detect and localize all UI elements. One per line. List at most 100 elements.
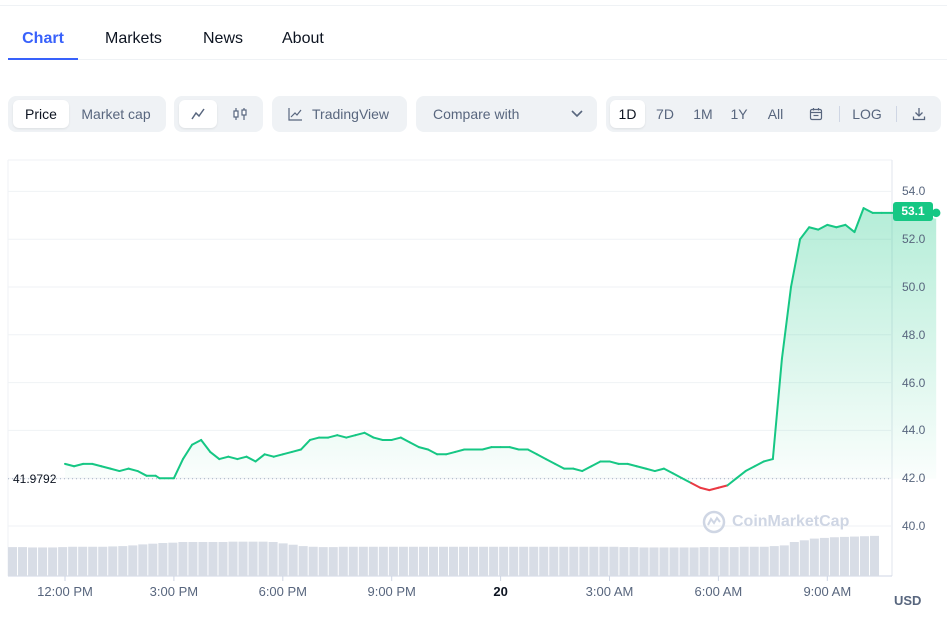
price-line-segment xyxy=(508,446,520,451)
price-line-segment xyxy=(136,470,148,477)
price-line-segment xyxy=(100,465,112,470)
volume-bar xyxy=(198,542,208,576)
price-line-segment xyxy=(336,434,348,439)
volume-bar xyxy=(589,546,599,576)
volume-bar xyxy=(328,547,338,576)
price-line-segment xyxy=(753,460,765,468)
price-line-segment xyxy=(590,460,602,468)
price-line-segment xyxy=(662,467,675,475)
price-button[interactable]: Price xyxy=(13,100,69,128)
price-line-segment xyxy=(372,436,384,441)
chevron-down-icon xyxy=(571,110,583,118)
range-1m-button[interactable]: 1M xyxy=(693,106,713,122)
date-picker-button[interactable] xyxy=(800,100,832,128)
range-all-button[interactable]: All xyxy=(767,106,784,122)
price-chart-svg xyxy=(7,159,942,581)
price-line-segment xyxy=(762,458,774,463)
price-line-segment xyxy=(481,446,493,451)
volume-bar xyxy=(208,542,218,576)
tab-markets[interactable]: Markets xyxy=(105,30,162,47)
line-chart-button[interactable] xyxy=(179,100,217,128)
tradingview-icon xyxy=(288,108,302,121)
price-line-segment xyxy=(118,467,130,473)
price-line-segment xyxy=(427,448,439,456)
volume-bar xyxy=(308,546,318,576)
top-divider xyxy=(0,5,947,6)
volume-bar xyxy=(158,543,168,576)
y-tick-label: 54.0 xyxy=(902,184,926,199)
toolbar-separator xyxy=(839,106,840,122)
volume-bar xyxy=(699,547,709,576)
volume-bar xyxy=(368,546,378,576)
price-line-segment xyxy=(191,438,203,446)
volume-bar xyxy=(829,537,839,576)
volume-bar xyxy=(559,546,569,576)
volume-bar xyxy=(108,546,118,576)
volume-bar xyxy=(759,546,769,576)
volume-bar xyxy=(649,547,659,576)
volume-bar xyxy=(619,547,629,576)
volume-bar xyxy=(659,547,669,576)
download-button[interactable] xyxy=(904,100,934,128)
volume-bar xyxy=(348,546,358,576)
price-line-segment xyxy=(200,438,212,453)
log-scale-button[interactable]: LOG xyxy=(852,106,882,122)
price-line-segment xyxy=(91,462,103,468)
tab-news[interactable]: News xyxy=(203,30,244,47)
price-line-segment xyxy=(399,436,411,444)
price-line-segment xyxy=(218,455,230,461)
price-line-segment xyxy=(526,448,538,456)
price-line-segment xyxy=(635,465,647,470)
volume-bar xyxy=(218,542,228,576)
price-line-segment xyxy=(690,481,702,489)
volume-bar xyxy=(529,546,539,576)
tradingview-button[interactable]: TradingView xyxy=(272,96,407,132)
volume-bar xyxy=(338,546,348,576)
volume-bar xyxy=(859,536,869,576)
volume-bar xyxy=(8,547,18,576)
volume-bar xyxy=(449,546,459,576)
compare-with-select[interactable]: Compare with xyxy=(416,96,597,132)
volume-bar xyxy=(679,547,689,576)
market-cap-button[interactable]: Market cap xyxy=(81,106,151,122)
price-line-segment xyxy=(799,226,811,241)
volume-bar xyxy=(138,544,148,576)
data-type-toggle: Price Market cap xyxy=(8,96,166,132)
price-chart[interactable]: 54.0 52.0 50.0 48.0 46.0 44.0 42.0 40.0 12:00 P… xyxy=(0,150,947,641)
volume-bar xyxy=(839,536,849,576)
volume-bar xyxy=(408,546,418,576)
range-7d-button[interactable]: 7D xyxy=(656,106,674,122)
volume-bar xyxy=(819,537,829,576)
compare-with-label: Compare with xyxy=(433,106,520,122)
price-line-segment xyxy=(535,453,547,461)
price-line-segment xyxy=(263,453,275,458)
price-line-segment xyxy=(236,455,248,461)
tab-about[interactable]: About xyxy=(282,30,324,47)
price-line-segment xyxy=(726,477,738,487)
price-area-fill xyxy=(65,208,937,479)
volume-bar xyxy=(58,547,68,576)
price-line-segment xyxy=(808,226,820,231)
price-line-segment xyxy=(653,467,665,473)
x-tick-label: 6:00 PM xyxy=(258,584,308,599)
volume-bar xyxy=(719,547,729,576)
range-1d-button[interactable]: 1D xyxy=(610,100,645,128)
price-line-segment xyxy=(408,441,420,449)
candlestick-icon xyxy=(233,108,247,120)
calendar-icon xyxy=(809,108,823,121)
price-line-segment xyxy=(454,448,466,453)
volume-bar xyxy=(98,546,108,576)
price-line-segment xyxy=(209,450,221,461)
volume-bar xyxy=(418,546,428,576)
tradingview-label: TradingView xyxy=(312,106,390,122)
price-line-segment xyxy=(771,357,783,461)
tab-chart[interactable]: Chart xyxy=(8,30,78,60)
price-line-segment xyxy=(608,460,620,465)
price-line-segment xyxy=(672,472,684,480)
price-line-segment xyxy=(309,436,321,441)
volume-bar xyxy=(428,546,438,576)
y-tick-label: 46.0 xyxy=(902,375,926,390)
volume-bar xyxy=(258,541,268,576)
candlestick-button[interactable] xyxy=(221,100,259,128)
range-1y-button[interactable]: 1Y xyxy=(730,106,748,122)
